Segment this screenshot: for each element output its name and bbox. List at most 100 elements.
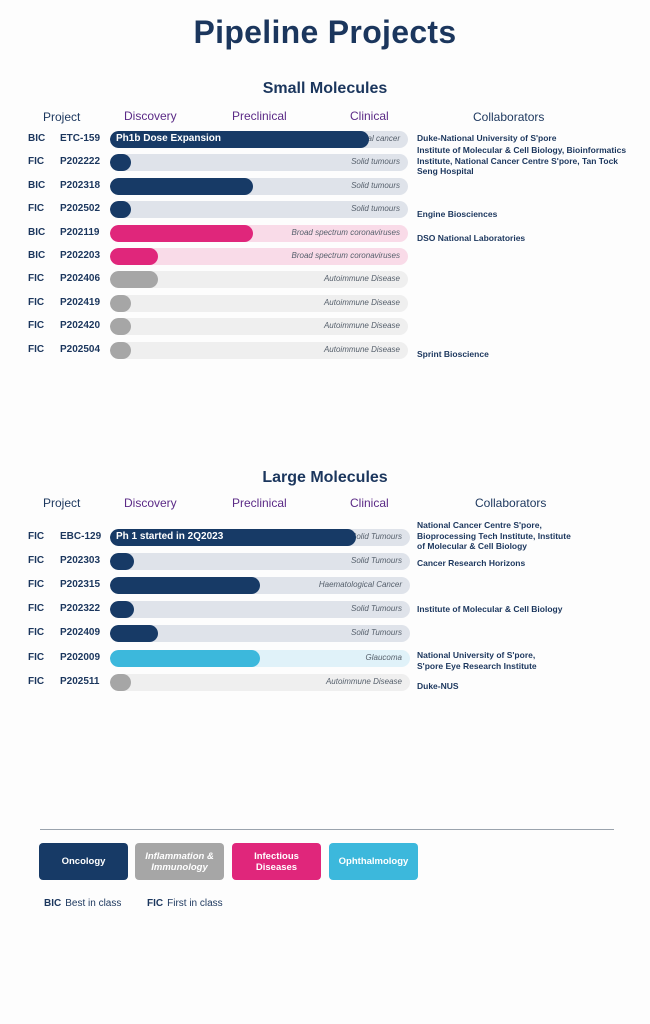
pipeline-row: FIC P202315 Haematological Cancer [0,577,650,595]
page-title: Pipeline Projects [193,14,457,50]
progress-track: Autoimmune Disease [110,318,408,336]
indication-label: Solid Tumours [351,628,402,638]
key-abbr: FIC [147,898,164,909]
collaborator-text: Engine Biosciences [417,209,498,219]
indication-label: Autoimmune Disease [323,321,400,331]
project-id: P202119 [60,226,100,238]
pipeline-row: FIC P202502 Solid tumours [0,201,650,219]
indication-label: Broad spectrum coronaviruses [291,251,401,260]
indication-label: Solid Tumours [351,556,402,566]
progress-bar [110,224,253,242]
project-id: P202406 [60,273,101,285]
progress-bar [110,271,158,289]
bar-label: Ph1b Dose Expansion [116,133,222,144]
project-class: BIC [28,226,46,238]
indication-label: Autoimmune Disease [323,297,400,307]
pipeline-row: FIC P202303 Solid Tumours [0,553,650,571]
project-id: P202203 [60,250,101,261]
indication-label: Haematological Cancer [318,580,402,590]
column-header-collaborators: Collaborators [475,496,547,510]
progress-bar: Ph 1 started in 2Q2023 [110,529,356,546]
project-id: EBC-129 [60,531,102,542]
key-text: Best in class [65,898,122,909]
progress-bar: Ph1b Dose Expansion [110,131,369,148]
column-header-preclinical: Preclinical [232,109,287,123]
project-class: FIC [28,273,45,285]
pipeline-row: FIC P202419 Autoimmune Disease [0,294,650,313]
indication-label: Autoimmune Disease [323,274,400,284]
legend-infectious-diseases: Infectious Diseases [232,843,321,880]
collaborator-text: National Cancer Centre S'pore, Bioproces… [417,520,571,551]
progress-track: Solid tumours [110,201,408,219]
project-id: P202420 [60,320,101,332]
project-class: BIC [28,250,46,261]
collaborator-text: National University of S'pore, S'pore Ey… [417,650,537,671]
project-class: FIC [28,627,45,639]
indication-label: Pan-Solid Tumours [334,532,402,541]
collaborator-text: Institute of Molecular & Cell Biology [417,604,563,614]
collaborator-text: Sprint Bioscience [417,349,489,359]
pipeline-row: BIC P202318 Solid tumours [0,177,650,196]
pipeline-row: FIC EBC-129 Pan-Solid Tumours Ph 1 started … [0,529,650,547]
pipeline-row: FIC P202420 Autoimmune Disease [0,318,650,336]
progress-track: Solid Tumours [110,553,410,571]
indication-label: Solid Tumours [351,604,402,614]
project-id: P202318 [60,179,101,191]
progress-track: Autoimmune Disease [110,341,408,359]
collaborator-text: Cancer Research Horizons [417,558,526,568]
section-title-small-molecules: Small Molecules [262,80,388,97]
project-id: P202409 [60,627,101,639]
project-class: FIC [28,156,45,168]
bar-label: Ph 1 started in 2Q2023 [116,531,224,542]
indication-label: Solid tumours [351,204,400,214]
project-id: P202009 [60,651,101,663]
pipeline-row: FIC P202504 Autoimmune Disease [0,341,650,360]
progress-track: Solid Tumours [110,601,410,619]
progress-bar [110,341,131,359]
column-header-collaborators: Collaborators [473,110,545,124]
progress-bar [110,177,253,195]
progress-track: Autoimmune Disease [110,271,408,289]
progress-bar [110,553,134,571]
project-class: FIC [28,555,45,567]
pipeline-row: FIC P202511 Autoimmune Disease [0,673,650,692]
key-fic: FIC First in class [147,898,223,909]
project-class: FIC [28,296,45,308]
column-header-preclinical: Preclinical [232,496,287,510]
progress-track: Haematological Cancer [110,577,410,595]
project-class: BIC [28,133,46,144]
legend-inflammation-immunology: Inflammation & Immunology [135,843,224,880]
column-header-discovery: Discovery [124,496,177,510]
project-id: P202315 [60,579,101,591]
project-id: P202303 [60,555,101,567]
project-id: P202419 [60,296,101,308]
project-class: FIC [28,675,45,687]
indication-label: Autoimmune Disease [323,344,400,354]
column-header-project: Project [43,496,81,510]
progress-bar [110,673,131,691]
indication-label: Glaucoma [365,652,402,662]
progress-track: Autoimmune Disease [110,673,410,691]
progress-track: Autoimmune Disease [110,294,408,312]
indication-label: Broad spectrum coronaviruses [291,227,401,237]
progress-track: Solid tumours [110,154,408,172]
collaborator-text: Institute of Molecular & Cell Biology, B… [417,145,627,176]
project-id: P202222 [60,156,101,168]
progress-bar [110,294,131,312]
indication-label: Solid tumours [351,180,400,190]
progress-track: Solid tumours [110,177,408,195]
progress-bar [110,154,131,172]
progress-bar [110,649,260,667]
project-id: P202322 [60,603,101,615]
progress-bar [110,625,158,643]
legend-ophthalmology: Ophthalmology [329,843,418,880]
pipeline-row: BIC P202203 Broad spectrum coronaviruses [0,248,650,266]
column-header-project: Project [43,110,81,124]
project-class: FIC [28,320,45,332]
pipeline-row: FIC P202406 Autoimmune Disease [0,271,650,289]
pipeline-row: FIC P202009 Glaucoma [0,649,650,668]
project-id: P202511 [60,675,100,687]
indication-label: Solid tumours [351,157,400,167]
project-class: FIC [28,651,45,663]
section-title-large-molecules: Large Molecules [262,469,388,486]
